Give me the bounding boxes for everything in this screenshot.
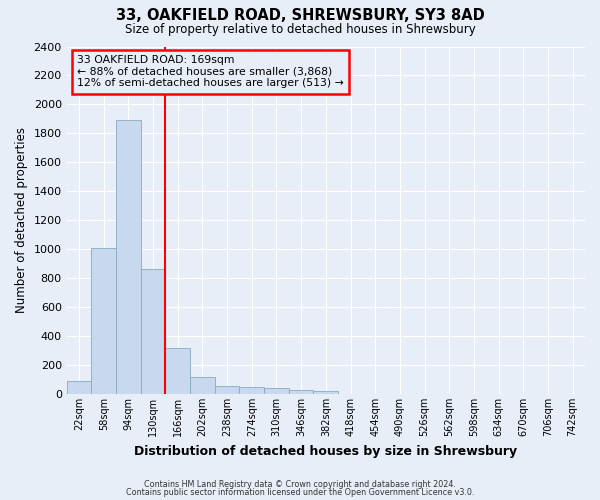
Text: 33, OAKFIELD ROAD, SHREWSBURY, SY3 8AD: 33, OAKFIELD ROAD, SHREWSBURY, SY3 8AD <box>116 8 484 22</box>
Bar <box>289 390 313 394</box>
Bar <box>141 270 166 394</box>
Bar <box>190 376 215 394</box>
X-axis label: Distribution of detached houses by size in Shrewsbury: Distribution of detached houses by size … <box>134 444 517 458</box>
Text: Size of property relative to detached houses in Shrewsbury: Size of property relative to detached ho… <box>125 22 475 36</box>
Bar <box>166 348 190 394</box>
Bar <box>215 386 239 394</box>
Text: Contains HM Land Registry data © Crown copyright and database right 2024.: Contains HM Land Registry data © Crown c… <box>144 480 456 489</box>
Bar <box>313 391 338 394</box>
Bar <box>264 388 289 394</box>
Bar <box>239 387 264 394</box>
Text: 33 OAKFIELD ROAD: 169sqm
← 88% of detached houses are smaller (3,868)
12% of sem: 33 OAKFIELD ROAD: 169sqm ← 88% of detach… <box>77 55 344 88</box>
Bar <box>67 381 91 394</box>
Text: Contains public sector information licensed under the Open Government Licence v3: Contains public sector information licen… <box>126 488 474 497</box>
Bar <box>116 120 141 394</box>
Bar <box>91 248 116 394</box>
Y-axis label: Number of detached properties: Number of detached properties <box>15 128 28 314</box>
